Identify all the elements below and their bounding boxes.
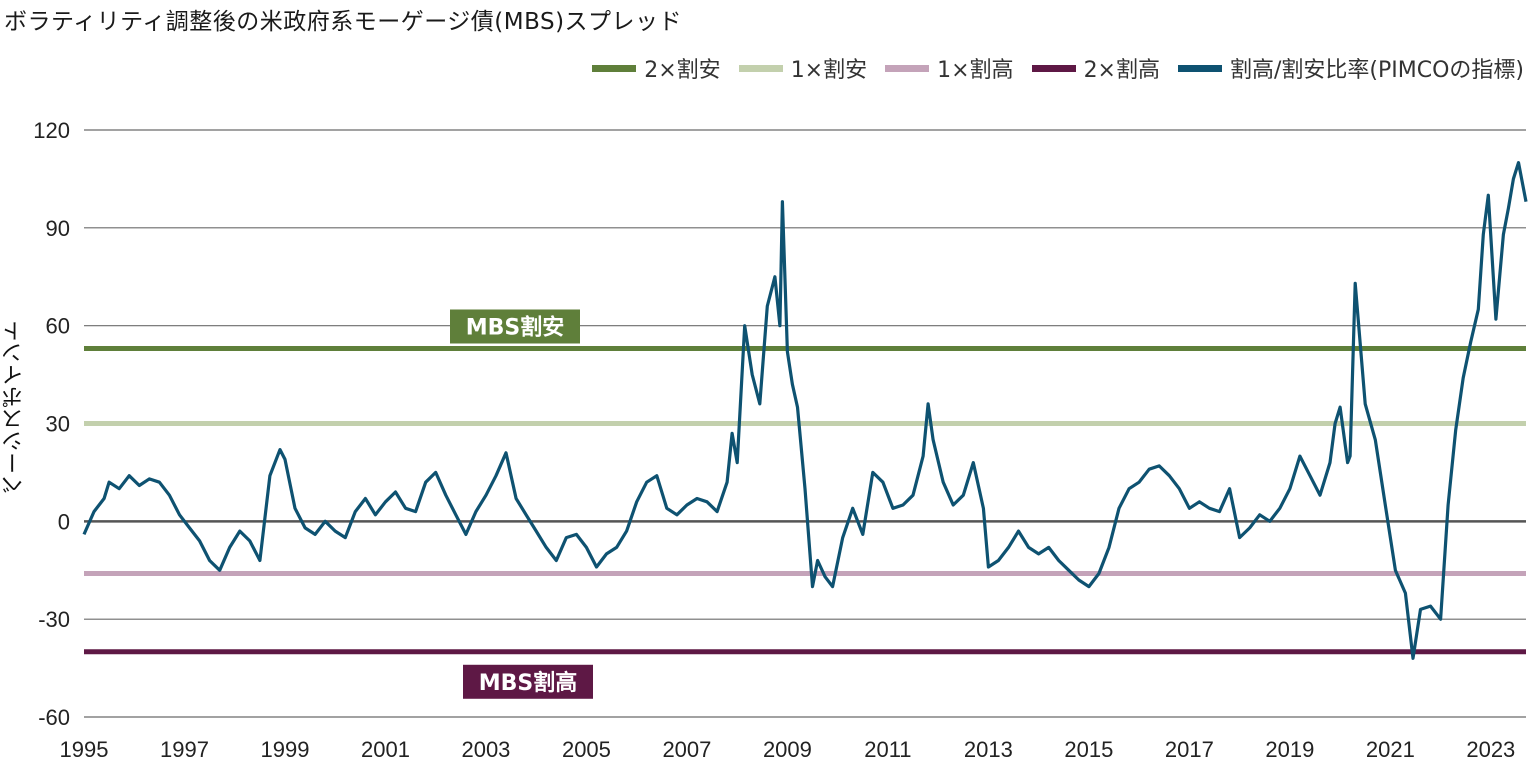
series-lines	[82, 161, 1528, 660]
x-tick-label: 2003	[461, 737, 510, 762]
y-tick-label: 120	[33, 118, 70, 143]
legend-item-1x-rich: 1×割高	[885, 52, 1014, 84]
legend-item-2x-rich: 2×割高	[1031, 52, 1160, 84]
reference-lines	[84, 345, 1526, 655]
legend-swatch	[1031, 64, 1076, 72]
chart-title: ボラティリティ調整後の米政府系モーゲージ債(MBS)スプレッド	[4, 9, 683, 35]
legend-label: 2×割高	[1083, 58, 1160, 83]
legend-label: 2×割安	[644, 58, 721, 83]
y-tick-label: 60	[46, 314, 70, 339]
legend-label: 1×割安	[790, 58, 868, 83]
x-tick-label: 2021	[1366, 737, 1415, 762]
x-tick-labels: 1995 1997 1999 2001 2003 2005 2007 2009 2011 2013…	[60, 737, 1516, 762]
x-tick-label: 2019	[1265, 737, 1314, 762]
x-tick-label: 2017	[1165, 737, 1214, 762]
x-tick-label: 2005	[562, 737, 611, 762]
y-tick-label: 0	[58, 509, 70, 534]
x-tick-label: 2023	[1466, 737, 1515, 762]
x-tick-label: 1995	[60, 737, 109, 762]
series-line	[82, 161, 1528, 660]
x-tick-label: 2007	[662, 737, 711, 762]
legend-item-1x-cheap: 1×割安	[738, 52, 868, 84]
legend-swatch	[885, 64, 930, 72]
legend-label: 割高/割安比率(PIMCOの指標)	[1230, 58, 1524, 83]
x-tick-label: 2015	[1064, 737, 1113, 762]
band-labels: MBS割安 MBS割高	[450, 309, 593, 699]
legend-item-ratio: 割高/割安比率(PIMCOの指標)	[1178, 52, 1524, 84]
y-tick-label: 30	[46, 412, 70, 437]
band-label-box	[463, 664, 593, 699]
x-tick-label: 2001	[361, 737, 410, 762]
x-tick-label: 2009	[763, 737, 812, 762]
legend: 2×割安 1×割安 1×割高 2×割高 割高/割安比率(PIMCOの指標)	[592, 52, 1524, 84]
x-tick-label: 1997	[160, 737, 209, 762]
band-label-box	[450, 309, 580, 344]
x-tick-label: 2013	[964, 737, 1013, 762]
y-tick-label: -30	[38, 607, 70, 632]
y-tick-label: -60	[38, 705, 70, 730]
legend-item-2x-cheap: 2×割安	[592, 52, 721, 84]
band-label: MBS割安	[466, 314, 565, 340]
y-tick-label: 90	[46, 216, 70, 241]
legend-swatch	[592, 64, 637, 72]
legend-swatch	[1178, 64, 1222, 72]
legend-label: 1×割高	[937, 58, 1014, 83]
x-tick-label: 2011	[864, 737, 911, 762]
y-tick-labels: 120 90 60 30 0 -30 -60	[33, 118, 70, 730]
legend-swatch	[738, 64, 783, 72]
x-tick-label: 1999	[260, 737, 309, 762]
band-label: MBS割高	[479, 670, 578, 696]
